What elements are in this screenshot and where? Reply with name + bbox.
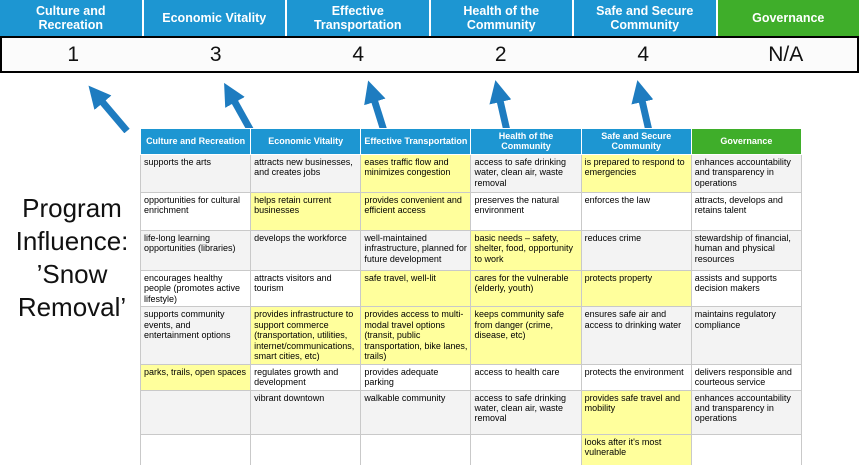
arrow-icon <box>489 80 512 132</box>
summary-header-effective-transportation: Effective Transportation <box>287 0 429 36</box>
table-cell <box>470 433 582 465</box>
score-culture-and-recreation: 1 <box>67 42 80 66</box>
table-header-economic-vitality: Economic Vitality <box>250 128 362 155</box>
table-row: supports the arts attracts new businesse… <box>139 154 803 193</box>
score-economic-vitality: 3 <box>209 42 222 66</box>
table-cell: access to safe drinking water, clean air… <box>470 154 582 193</box>
table-header-safe-and-secure-community: Safe and Secure Community <box>580 128 692 155</box>
table-cell: looks after it's most vulnerable <box>580 433 692 465</box>
table-cell: eases traffic flow and minimizes congest… <box>360 154 472 193</box>
arrow-icon <box>364 80 388 133</box>
table-cell: attracts visitors and tourism <box>250 269 362 308</box>
table-cell: supports community events, and entertain… <box>139 306 252 365</box>
table-row: parks, trails, open spaces regulates gro… <box>139 363 803 391</box>
table-header-culture-and-recreation: Culture and Recreation <box>139 128 252 155</box>
table-cell <box>360 433 472 465</box>
table-cell: enhances accountability and transparency… <box>690 389 803 435</box>
summary-header-safe-and-secure-community: Safe and Secure Community <box>574 0 716 36</box>
table-cell: attracts, develops and retains talent <box>690 192 803 231</box>
summary-header-economic-vitality: Economic Vitality <box>143 0 285 36</box>
summary-header-culture-and-recreation: Culture and Recreation <box>0 0 142 36</box>
table-cell: is prepared to respond to emergencies <box>580 154 692 193</box>
table-cell: encourages healthy people (promotes acti… <box>139 269 252 308</box>
score-health-of-the-community: 2 <box>494 42 507 66</box>
table-header-governance: Governance <box>690 128 803 155</box>
table-cell <box>139 389 252 435</box>
table-cell: parks, trails, open spaces <box>139 363 252 391</box>
table-cell <box>690 433 803 465</box>
table-cell <box>139 433 252 465</box>
table-cell: keeps community safe from danger (crime,… <box>470 306 582 365</box>
arrows-layer <box>88 80 654 133</box>
table-row: encourages healthy people (promotes acti… <box>139 269 803 308</box>
program-influence-label: Program Influence: ’Snow Removal’ <box>15 193 129 323</box>
table-cell: provides infrastructure to support comme… <box>250 306 362 365</box>
table-row: opportunities for cultural enrichment he… <box>139 192 803 231</box>
table-cell: provides safe travel and mobility <box>580 389 692 435</box>
table-cell: ensures safe air and access to drinking … <box>580 306 692 365</box>
table-cell: provides access to multi-modal travel op… <box>360 306 472 365</box>
table-cell: vibrant downtown <box>250 389 362 435</box>
table-cell: well-maintained infrastructure, planned … <box>360 230 472 271</box>
table-cell: walkable community <box>360 389 472 435</box>
table-cell: helps retain current businesses <box>250 192 362 231</box>
table-cell: enforces the law <box>580 192 692 231</box>
table-cell: safe travel, well-lit <box>360 269 472 308</box>
table-row: supports community events, and entertain… <box>139 306 803 365</box>
table-cell: preserves the natural environment <box>470 192 582 231</box>
table-cell: access to safe drinking water, clean air… <box>470 389 582 435</box>
table-header-effective-transportation: Effective Transportation <box>360 128 472 155</box>
summary-header-row: Culture and Recreation Economic Vitality… <box>0 0 859 36</box>
table-cell: stewardship of financial, human and phys… <box>690 230 803 271</box>
table-cell: maintains regulatory compliance <box>690 306 803 365</box>
table-header-row: Culture and Recreation Economic Vitality… <box>139 128 803 155</box>
score-governance: N/A <box>768 42 804 66</box>
table-cell: opportunities for cultural enrichment <box>139 192 252 231</box>
table-cell: regulates growth and development <box>250 363 362 391</box>
table-cell: supports the arts <box>139 154 252 193</box>
arrow-icon <box>631 80 654 132</box>
table-cell: develops the workforce <box>250 230 362 271</box>
table-cell: cares for the vulnerable (elderly, youth… <box>470 269 582 308</box>
table-cell: protects the environment <box>580 363 692 391</box>
table-cell: delivers responsible and courteous servi… <box>690 363 803 391</box>
table-row: life-long learning opportunities (librar… <box>139 230 803 271</box>
score-effective-transportation: 4 <box>352 42 365 66</box>
table-row: looks after it's most vulnerable <box>139 433 803 465</box>
score-row: 1 3 4 2 4 N/A <box>0 36 859 73</box>
arrow-icon <box>88 85 130 133</box>
table-cell: assists and supports decision makers <box>690 269 803 308</box>
table-cell: basic needs – safety, shelter, food, opp… <box>470 230 582 271</box>
table-cell: life-long learning opportunities (librar… <box>139 230 252 271</box>
table-cell: reduces crime <box>580 230 692 271</box>
table-header-health-of-the-community: Health of the Community <box>470 128 582 155</box>
table-cell: access to health care <box>470 363 582 391</box>
table-cell: enhances accountability and transparency… <box>690 154 803 193</box>
table-cell: provides convenient and efficient access <box>360 192 472 231</box>
table-cell: attracts new businesses, and creates job… <box>250 154 362 193</box>
table-cell: provides adequate parking <box>360 363 472 391</box>
summary-header-health-of-the-community: Health of the Community <box>430 0 572 36</box>
table-cell: protects property <box>580 269 692 308</box>
summary-header-governance: Governance <box>717 0 859 36</box>
table-cell <box>250 433 362 465</box>
score-safe-and-secure-community: 4 <box>637 42 650 66</box>
table-row: vibrant downtown walkable community acce… <box>139 389 803 435</box>
arrow-icon <box>224 82 255 133</box>
influence-table: Culture and Recreation Economic Vitality… <box>139 128 803 465</box>
